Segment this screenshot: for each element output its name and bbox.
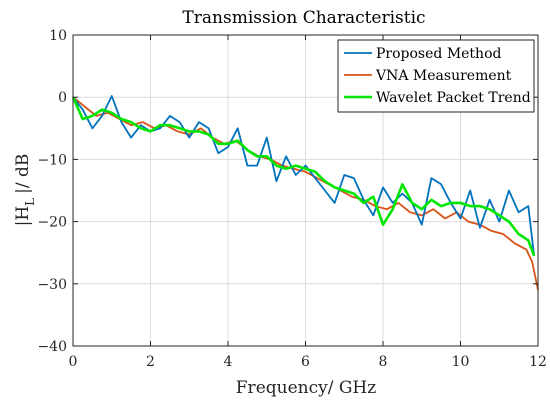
chart-title: Transmission Characteristic [182, 8, 425, 28]
legend: Proposed Method VNA Measurement Wavelet Pa… [337, 39, 535, 113]
x-tick-label: 4 [224, 354, 233, 370]
legend-label-vna-measurement: VNA Measurement [375, 68, 512, 84]
legend-label-wavelet-packet-trend: Wavelet Packet Trend [376, 90, 531, 106]
y-axis-label: |HL |/ dB [13, 154, 37, 227]
y-label-unit: |/ dB [13, 154, 33, 194]
series-group [71, 95, 539, 291]
x-tick-label: 6 [301, 354, 310, 370]
x-tick-label: 8 [379, 354, 388, 370]
x-tick-label: 12 [529, 354, 547, 370]
y-tick-label: 10 [49, 28, 67, 44]
y-tick-label: −40 [37, 339, 67, 355]
x-tick-label: 2 [146, 354, 155, 370]
y-tick-label: −20 [37, 215, 67, 231]
ticks: 0 2 4 6 8 10 12 10 0 −10 −20 −30 −40 [37, 28, 546, 370]
y-label-subscript: L [23, 198, 37, 206]
legend-label-proposed-method: Proposed Method [376, 46, 502, 62]
x-tick-label: 10 [452, 354, 470, 370]
y-tick-label: −30 [37, 277, 67, 293]
y-tick-label: −10 [37, 152, 67, 168]
x-axis-label: Frequency/ GHz [236, 378, 376, 398]
x-tick-label: 0 [69, 354, 78, 370]
y-label-main: |H [13, 206, 33, 227]
series-line-wavelet-packet-trend [71, 96, 536, 257]
series-line-proposed-method [72, 95, 535, 256]
y-tick-label: 0 [58, 90, 67, 106]
legend-box [337, 39, 535, 113]
series-line-vna-measurement [72, 96, 539, 291]
